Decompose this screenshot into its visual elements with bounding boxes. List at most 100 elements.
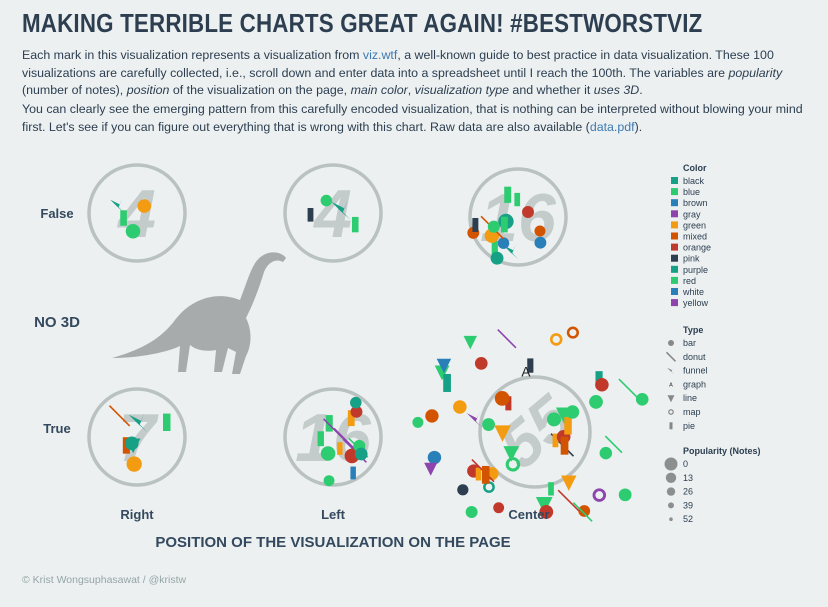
mark-bar [534, 236, 547, 249]
mark-funnel [466, 411, 482, 428]
mark-map [505, 457, 521, 472]
emphasis: position [126, 83, 170, 97]
mark-line [561, 475, 577, 491]
legend-size-label: 26 [683, 487, 693, 497]
legend-type-icon-line [667, 395, 675, 403]
legend-color-swatch [671, 288, 678, 295]
mark-pie [163, 413, 171, 431]
text: . [639, 83, 643, 97]
emphasis: visualization type [414, 83, 509, 97]
legend-color-swatch [671, 232, 678, 240]
text: of the visualization on the page, [169, 83, 351, 97]
mark-pie [481, 465, 490, 484]
mark-pie [307, 208, 314, 222]
svg-text:A: A [669, 382, 673, 388]
text: , a well-known guide to best practice in… [22, 48, 774, 80]
mark-pie [514, 192, 521, 207]
mark-bar [482, 418, 495, 431]
legend-type-label: map [683, 407, 701, 417]
mark-line [463, 335, 478, 350]
emphasis: main color [350, 83, 408, 97]
legend-type-label: bar [683, 338, 696, 348]
legend-size-circle [668, 502, 674, 509]
page-title: MAKING TERRIBLE CHARTS GREAT AGAIN! #BES… [22, 8, 703, 38]
mark-bar [323, 475, 335, 487]
mark-bar [453, 400, 467, 414]
mark-bar [635, 392, 649, 406]
mark-pie [472, 217, 479, 232]
legend-type-label: line [683, 393, 697, 403]
mark-funnel [110, 197, 125, 213]
legend-type-label: donut [683, 352, 706, 362]
mark-bar [497, 237, 510, 249]
mark-bar [350, 396, 362, 409]
mark-bar [425, 409, 439, 423]
mark-bar [490, 251, 504, 265]
legend-type-title: Type [683, 325, 703, 335]
legend-color-swatch [671, 299, 678, 307]
mark-bar [126, 456, 142, 472]
legend-color-swatch [671, 221, 678, 229]
x-axis-title: POSITION OF THE VISUALIZATION ON THE PAG… [155, 534, 510, 551]
mark-bar [320, 194, 333, 207]
cell-circle [478, 375, 592, 489]
legend-type-label: pie [683, 421, 695, 431]
mark-bar [350, 405, 363, 418]
mark-pie [564, 416, 572, 435]
mark-bar [474, 357, 488, 370]
mark-pie [527, 358, 534, 373]
legend-type-label: funnel [683, 366, 708, 376]
mark-pie [337, 442, 343, 455]
mark-bar [595, 378, 609, 392]
cell-circle [283, 387, 383, 487]
legend-color-label: yellow [683, 298, 709, 308]
legend-color-title: Color [683, 163, 707, 173]
intro-paragraph-2: You can clearly see the emerging pattern… [22, 101, 812, 136]
mark-bar [124, 436, 139, 451]
mark-bar [457, 484, 469, 496]
mark-bar [487, 220, 500, 233]
mark-bar [618, 488, 632, 502]
mark-donut [108, 405, 131, 427]
mark-line [503, 446, 520, 462]
legend-type-icon-bar [668, 340, 674, 346]
mark-funnel [128, 412, 148, 432]
mark-pie [491, 240, 498, 256]
mark-bar [137, 199, 152, 213]
mark-bar [522, 206, 534, 218]
legend-color-swatch [671, 199, 678, 207]
legend-color-label: gray [683, 209, 701, 219]
legend-size-circle [665, 472, 677, 483]
mark-pie [347, 410, 355, 427]
data-pdf-link[interactable]: data.pdf [589, 119, 635, 134]
mark-pie [325, 415, 333, 432]
mark-map [549, 333, 563, 346]
legend-type-label: graph [683, 379, 706, 389]
mark-bar [412, 416, 424, 428]
emphasis: uses 3D [593, 83, 640, 97]
mark-bar [565, 405, 580, 419]
mark-donut [604, 435, 623, 454]
cell-true-center: 55A [412, 326, 649, 522]
mark-bar [539, 505, 554, 519]
cell-circle [87, 163, 187, 263]
mark-donut [572, 502, 593, 522]
legend-type-icon-map [668, 409, 674, 415]
intro-paragraph-1: Each mark in this visualization represen… [22, 47, 812, 100]
mark-line [494, 425, 511, 442]
mark-bar [427, 450, 442, 465]
dinosaur-icon [112, 252, 286, 374]
legend-color-label: purple [683, 265, 708, 275]
legend-color-swatch [671, 188, 678, 196]
row-label-true: True [43, 421, 70, 436]
mark-pie [548, 482, 554, 496]
cell-count: 4 [312, 176, 352, 252]
mark-line [424, 462, 438, 476]
col-label-left: Left [321, 507, 346, 522]
svg-text:A: A [521, 365, 531, 380]
mark-graph: A [521, 365, 531, 380]
viz-wtf-link[interactable]: viz.wtf [362, 48, 398, 62]
footer-credit: © Krist Wongsuphasawat / @kristw [22, 574, 187, 586]
